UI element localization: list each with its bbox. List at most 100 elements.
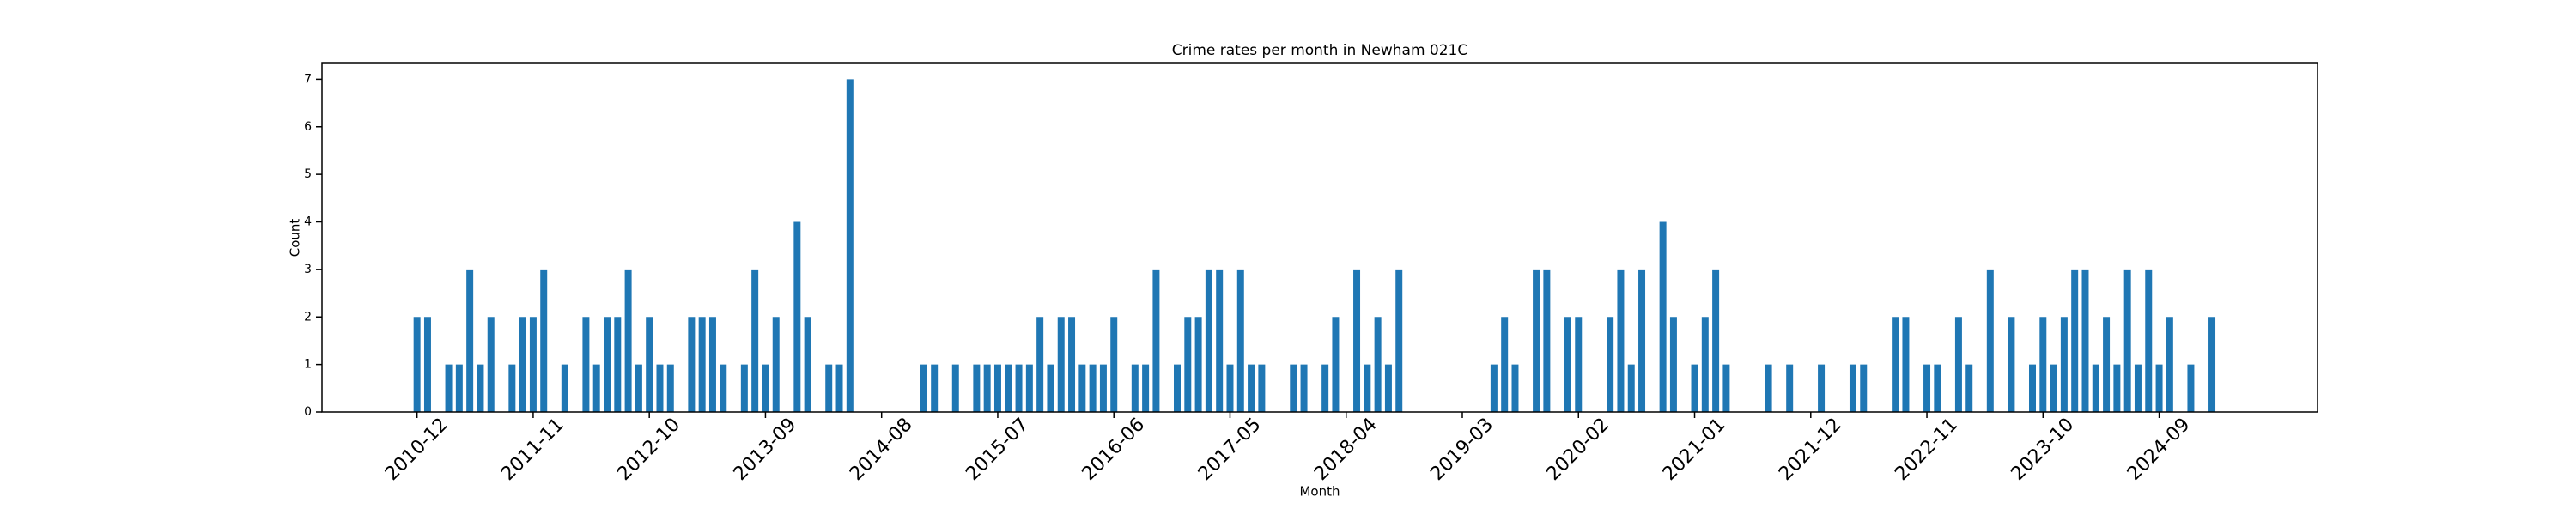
x-tick-label: 2024-09	[2123, 414, 2195, 485]
bar	[582, 317, 590, 412]
bar	[1321, 364, 1329, 412]
bar	[2039, 317, 2047, 412]
bar	[1236, 269, 1244, 412]
bar	[1216, 269, 1224, 412]
bar	[1701, 317, 1709, 412]
bar	[1290, 364, 1297, 412]
x-tick-label: 2014-08	[846, 414, 917, 485]
bar	[1047, 364, 1054, 412]
bar	[2081, 269, 2089, 412]
bar	[698, 317, 706, 412]
bar	[1986, 269, 1994, 412]
bar	[1089, 364, 1097, 412]
bar	[666, 364, 674, 412]
x-tick-label: 2011-11	[497, 414, 568, 485]
bar	[508, 364, 516, 412]
bar	[1015, 364, 1023, 412]
y-tick-label: 5	[304, 167, 312, 181]
bar	[751, 269, 759, 412]
bar	[2166, 317, 2173, 412]
bar	[1364, 364, 1371, 412]
bar	[1659, 221, 1667, 412]
bar	[1068, 317, 1076, 412]
chart-title: Crime rates per month in Newham 021C	[1172, 42, 1467, 59]
bar	[2103, 317, 2111, 412]
bar	[614, 317, 622, 412]
bar	[1142, 364, 1150, 412]
bar	[1934, 364, 1941, 412]
x-tick-label: 2021-12	[1775, 414, 1846, 485]
bar	[920, 364, 927, 412]
bar	[635, 364, 642, 412]
bar	[1627, 364, 1635, 412]
bar	[835, 364, 843, 412]
bar	[772, 317, 780, 412]
bar	[529, 317, 537, 412]
bar	[2187, 364, 2195, 412]
bar	[1543, 269, 1551, 412]
x-tick-label: 2017-05	[1194, 414, 1266, 485]
bar	[1818, 364, 1826, 412]
y-axis-label: Count	[288, 219, 303, 258]
bar	[1184, 317, 1192, 412]
bar	[1533, 269, 1540, 412]
bar	[1205, 269, 1212, 412]
bar	[1248, 364, 1255, 412]
bar	[1607, 317, 1614, 412]
bar	[2155, 364, 2163, 412]
x-tick-label: 2012-10	[613, 414, 684, 485]
bar	[1099, 364, 1107, 412]
x-tick-label: 2013-09	[730, 414, 801, 485]
bar	[1332, 317, 1340, 412]
bar	[2123, 269, 2131, 412]
bar	[1490, 364, 1498, 412]
x-tick-label: 2010-12	[381, 414, 453, 485]
bar	[423, 317, 431, 412]
plot-frame	[321, 62, 2318, 413]
x-axis-label: Month	[1299, 484, 1340, 500]
y-tick-label: 3	[304, 263, 312, 276]
bar	[2060, 317, 2068, 412]
bar	[2008, 317, 2015, 412]
y-tick-label: 6	[304, 120, 312, 134]
bar	[1575, 317, 1583, 412]
bar	[1258, 364, 1266, 412]
bar	[1511, 364, 1519, 412]
bar	[1300, 364, 1308, 412]
bar	[624, 269, 632, 412]
bar	[1078, 364, 1086, 412]
bar	[1395, 269, 1403, 412]
x-tick-label: 2018-04	[1310, 414, 1382, 485]
bar	[466, 269, 474, 412]
bar	[951, 364, 959, 412]
bar	[1712, 269, 1720, 412]
bar	[931, 364, 939, 412]
bar	[762, 364, 769, 412]
bar	[2113, 364, 2121, 412]
bar	[2092, 364, 2099, 412]
bar	[1617, 269, 1625, 412]
bar	[1057, 317, 1065, 412]
bar	[825, 364, 833, 412]
bar	[561, 364, 568, 412]
bar	[2134, 364, 2142, 412]
bar	[604, 317, 611, 412]
bar	[1669, 317, 1677, 412]
bar	[846, 79, 854, 412]
x-tick-label: 2021-01	[1659, 414, 1730, 485]
bar	[1501, 317, 1509, 412]
bar	[1025, 364, 1033, 412]
bar	[1765, 364, 1772, 412]
y-tick-label: 0	[304, 405, 312, 419]
bar	[1786, 364, 1794, 412]
x-tick-label: 2016-06	[1078, 414, 1150, 485]
x-tick-label: 2019-03	[1426, 414, 1498, 485]
bar	[445, 364, 453, 412]
bar	[1849, 364, 1856, 412]
bar	[656, 364, 664, 412]
bar	[688, 317, 696, 412]
bar	[1131, 364, 1139, 412]
bar	[455, 364, 463, 412]
